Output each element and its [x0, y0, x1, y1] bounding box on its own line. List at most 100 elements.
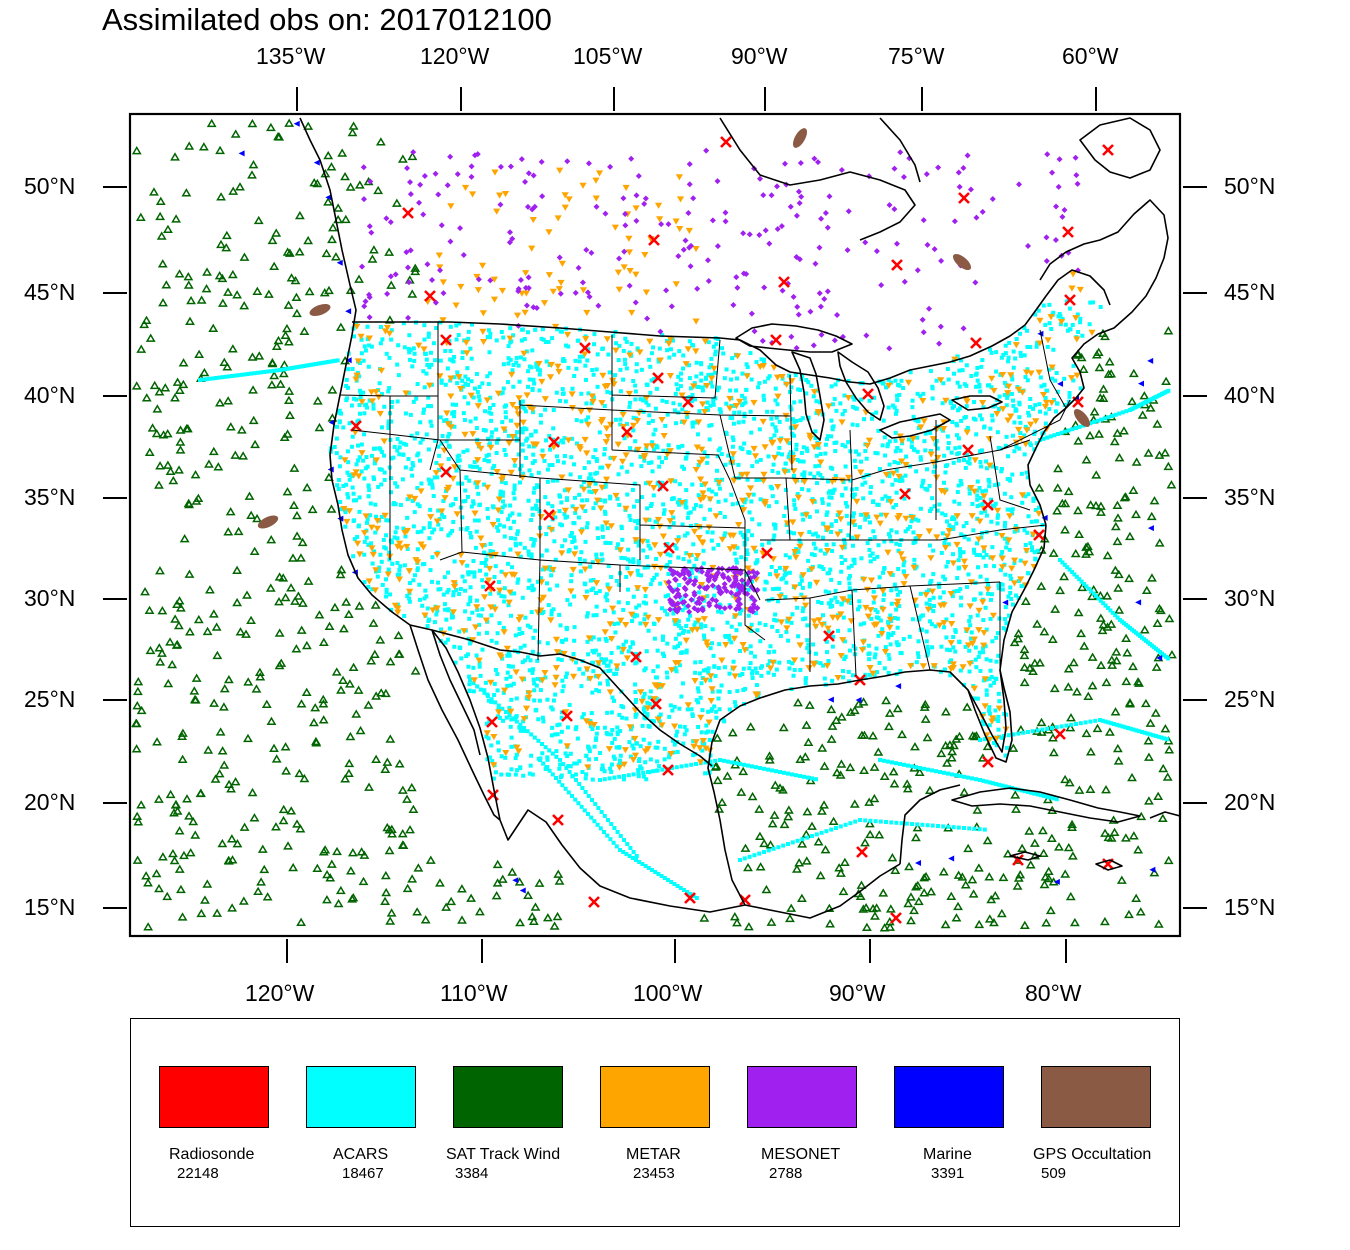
sat-wind-obs-marker — [859, 730, 870, 739]
acars-obs-marker — [865, 541, 870, 546]
acars-obs-marker — [380, 582, 385, 587]
sat-wind-obs-marker — [341, 597, 352, 606]
acars-obs-marker — [511, 681, 516, 686]
sat-wind-obs-marker — [185, 316, 195, 325]
sat-wind-obs-marker — [288, 553, 298, 562]
acars-obs-marker — [594, 552, 599, 557]
acars-obs-marker — [711, 397, 716, 402]
sat-wind-obs-marker — [351, 709, 362, 718]
acars-obs-marker — [577, 759, 582, 764]
acars-obs-marker — [534, 361, 539, 366]
acars-obs-marker — [957, 565, 962, 570]
sat-wind-obs-marker — [711, 761, 722, 770]
acars-obs-marker — [975, 493, 980, 498]
acars-obs-marker — [805, 835, 810, 840]
acars-obs-marker — [439, 512, 444, 517]
acars-obs-marker — [471, 501, 476, 506]
acars-obs-marker — [363, 466, 368, 471]
acars-obs-marker — [831, 542, 836, 547]
acars-obs-marker — [532, 698, 537, 703]
acars-obs-marker — [577, 782, 582, 786]
acars-obs-marker — [518, 765, 523, 770]
sat-wind-obs-marker — [296, 917, 307, 927]
sat-wind-obs-marker — [888, 767, 899, 776]
acars-obs-marker — [863, 672, 868, 677]
acars-obs-marker — [709, 363, 714, 368]
sat-wind-obs-marker — [204, 459, 214, 468]
acars-obs-marker — [937, 502, 942, 507]
sat-wind-obs-marker — [131, 718, 141, 728]
acars-obs-marker — [634, 697, 639, 702]
acars-obs-marker — [505, 380, 510, 385]
acars-obs-marker — [557, 612, 562, 617]
acars-obs-marker — [603, 636, 608, 641]
acars-obs-marker — [508, 503, 513, 508]
acars-obs-marker — [432, 620, 437, 625]
sat-wind-obs-marker — [1112, 428, 1123, 437]
acars-obs-marker — [579, 684, 584, 689]
acars-obs-marker — [731, 369, 736, 374]
sat-wind-obs-marker — [326, 859, 337, 868]
acars-obs-marker — [602, 814, 607, 818]
acars-obs-marker — [489, 697, 494, 702]
acars-obs-marker — [645, 713, 650, 718]
acars-obs-marker — [520, 327, 525, 332]
sat-wind-obs-marker — [153, 794, 164, 803]
sat-wind-obs-marker — [1143, 736, 1154, 745]
sat-wind-obs-marker — [314, 610, 325, 619]
acars-obs-marker — [1028, 397, 1033, 402]
acars-obs-marker — [512, 463, 517, 468]
acars-obs-marker — [585, 614, 590, 619]
sat-wind-obs-marker — [281, 766, 292, 775]
acars-obs-marker — [924, 629, 929, 634]
acars-obs-marker — [302, 364, 306, 368]
acars-obs-marker — [787, 452, 792, 457]
acars-obs-marker — [594, 756, 599, 761]
acars-obs-marker — [530, 348, 535, 353]
acars-obs-marker — [338, 455, 343, 460]
acars-obs-marker — [880, 479, 885, 484]
acars-obs-marker — [430, 485, 435, 490]
sat-wind-obs-marker — [960, 880, 971, 889]
acars-obs-marker — [598, 778, 602, 782]
acars-obs-marker — [647, 413, 652, 418]
acars-obs-marker — [1062, 376, 1067, 381]
acars-obs-marker — [503, 755, 508, 760]
acars-obs-marker — [687, 363, 692, 368]
sat-wind-obs-marker — [412, 907, 423, 916]
acars-obs-marker — [602, 660, 607, 665]
acars-obs-marker — [893, 478, 898, 483]
acars-obs-marker — [794, 442, 799, 447]
sat-wind-obs-marker — [552, 911, 563, 921]
acars-obs-marker — [529, 433, 534, 438]
acars-obs-marker — [758, 457, 763, 462]
acars-obs-marker — [977, 827, 982, 832]
acars-obs-marker — [579, 804, 584, 809]
sat-wind-obs-marker — [322, 869, 332, 879]
acars-obs-marker — [770, 624, 775, 629]
acars-obs-marker — [709, 538, 714, 543]
sat-wind-obs-marker — [184, 141, 195, 150]
metar-obs-marker — [582, 595, 590, 602]
acars-obs-marker — [754, 765, 758, 770]
sat-wind-obs-marker — [765, 840, 776, 849]
acars-obs-marker — [707, 737, 712, 742]
acars-obs-marker — [1088, 300, 1093, 305]
acars-obs-marker — [805, 646, 810, 651]
acars-obs-marker — [766, 454, 771, 459]
metar-obs-marker — [824, 625, 832, 632]
sat-wind-obs-marker — [278, 573, 289, 582]
acars-obs-marker — [1067, 327, 1072, 332]
acars-obs-marker — [402, 441, 407, 446]
metar-obs-marker — [523, 392, 531, 399]
acars-obs-marker — [621, 377, 626, 382]
acars-obs-marker — [974, 777, 978, 782]
acars-obs-marker — [1010, 377, 1015, 382]
sat-wind-obs-marker — [779, 819, 790, 829]
acars-obs-marker — [439, 378, 444, 383]
acars-obs-marker — [401, 321, 406, 326]
acars-obs-marker — [859, 459, 864, 464]
acars-obs-marker — [573, 797, 578, 802]
acars-obs-marker — [730, 502, 735, 507]
acars-obs-marker — [567, 770, 572, 774]
